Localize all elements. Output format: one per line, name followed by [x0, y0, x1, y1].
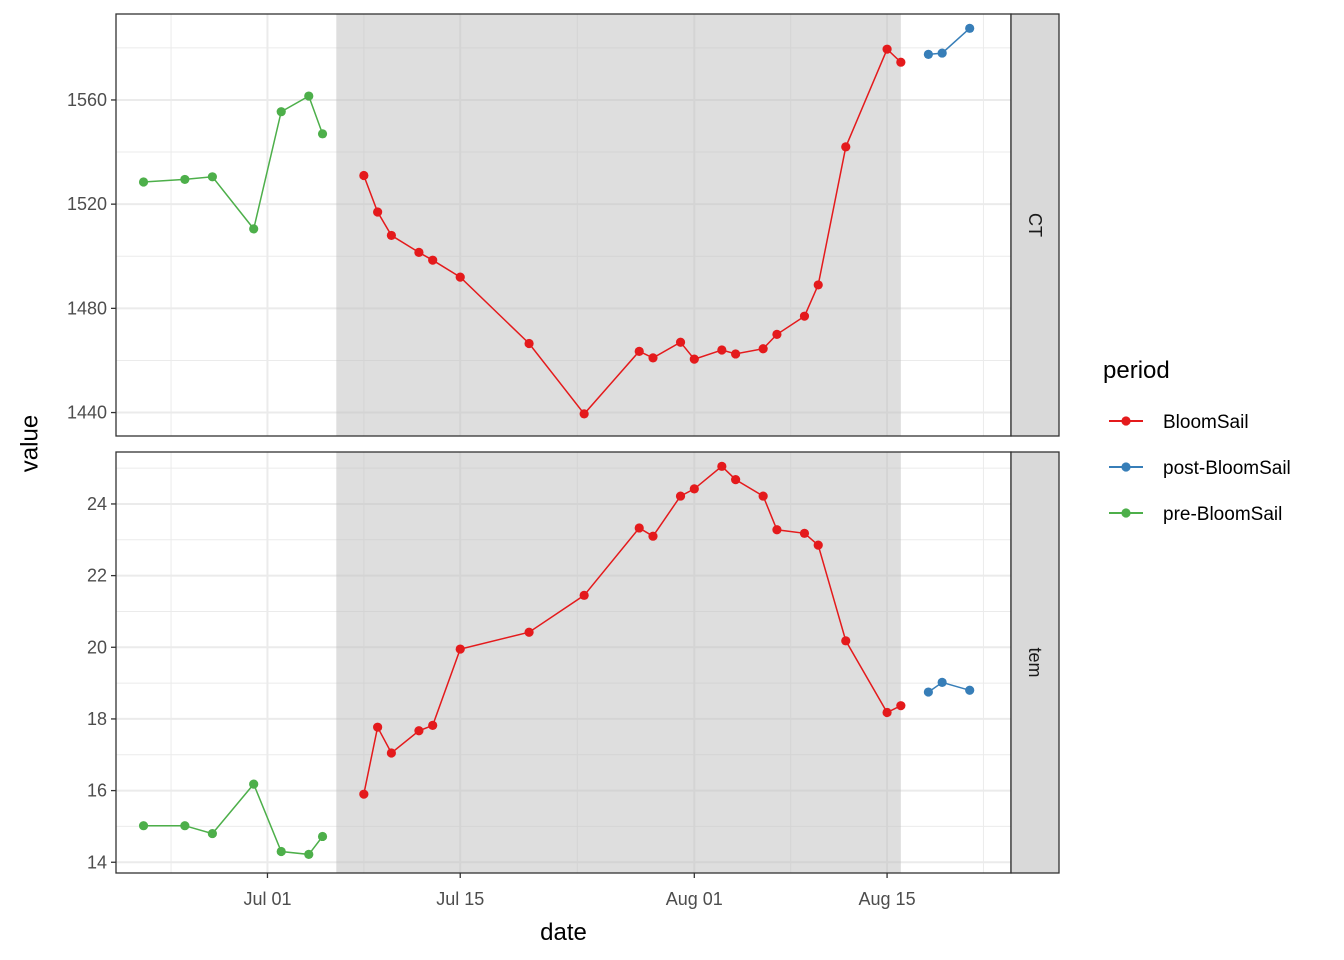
y-tick-label: 1440 [67, 403, 107, 423]
legend-title: period [1103, 357, 1170, 384]
x-axis-title: date [540, 919, 587, 946]
facet-panel-ct: 1440 1480 1520 1560 CT [67, 13, 1060, 437]
legend-key-point [1121, 416, 1131, 426]
data-point [304, 849, 314, 859]
data-point [675, 337, 686, 347]
data-point [882, 707, 892, 718]
data-point [359, 789, 369, 799]
x-tick-label: Aug 01 [666, 889, 723, 909]
data-point [634, 346, 644, 356]
facet-panel-tem: 14 16 18 20 22 24 tem [87, 451, 1060, 874]
data-point [579, 409, 589, 419]
data-point [937, 677, 947, 687]
data-point [386, 748, 396, 758]
data-point [138, 821, 149, 831]
data-point [841, 636, 851, 646]
data-point [428, 720, 438, 730]
y-tick-label: 1520 [67, 194, 107, 214]
data-point [317, 129, 328, 139]
data-point [923, 687, 933, 697]
data-point [923, 49, 933, 59]
data-point [965, 23, 975, 33]
data-point [634, 523, 644, 533]
data-point [841, 142, 851, 152]
data-point [813, 540, 823, 550]
legend-label: post-BloomSail [1163, 458, 1291, 479]
data-point [373, 207, 383, 217]
y-tick-label: 24 [87, 494, 107, 514]
y-tick-label: 20 [87, 637, 107, 657]
data-point [138, 177, 149, 187]
data-point [373, 722, 383, 732]
legend-key-point [1121, 462, 1131, 472]
data-point [772, 329, 782, 340]
y-tick-label: 1560 [67, 90, 107, 110]
data-point [414, 247, 424, 257]
data-point [414, 726, 424, 736]
data-point [317, 831, 328, 842]
facet-strip-label: tem [1025, 647, 1045, 677]
data-point [758, 491, 768, 501]
data-point [799, 528, 810, 538]
shaded-period-rect [336, 452, 901, 873]
data-point [689, 484, 699, 494]
legend-label: BloomSail [1163, 412, 1249, 433]
data-point [276, 107, 286, 117]
shaded-period-rect [336, 14, 901, 436]
data-point [359, 170, 369, 181]
data-point [180, 174, 190, 185]
facet-strip [1010, 451, 1060, 874]
legend-label: pre-BloomSail [1163, 504, 1282, 525]
data-point [689, 354, 699, 364]
data-point [882, 44, 892, 54]
facet-strip-label: CT [1025, 213, 1045, 237]
facet-strip [1010, 13, 1060, 437]
data-point [428, 255, 438, 265]
data-point [731, 474, 741, 485]
data-point [813, 280, 823, 290]
data-point [648, 353, 658, 363]
data-point [249, 224, 259, 234]
data-point [304, 91, 314, 101]
y-axis-title: value [17, 415, 44, 472]
y-tick-label: 1480 [67, 298, 107, 318]
data-point [276, 846, 286, 857]
data-point [524, 627, 534, 637]
data-point [937, 48, 947, 58]
data-point [180, 821, 190, 831]
data-point [207, 828, 217, 839]
data-point [717, 345, 727, 355]
data-point [455, 644, 465, 654]
data-point [758, 344, 768, 354]
x-tick-label: Jul 01 [243, 889, 291, 909]
legend-item: pre-BloomSail [1109, 504, 1282, 525]
data-point [717, 461, 727, 471]
y-tick-label: 16 [87, 781, 107, 801]
data-point [799, 311, 810, 321]
y-tick-label: 14 [87, 852, 107, 872]
data-point [386, 230, 396, 241]
data-point [675, 491, 686, 501]
data-point [524, 338, 534, 349]
data-point [896, 57, 906, 67]
legend: period BloomSail post-BloomSail pre-BloomSa… [1103, 357, 1291, 525]
data-point [772, 525, 782, 535]
data-point [455, 272, 465, 282]
legend-key-point [1121, 508, 1131, 518]
legend-item: post-BloomSail [1109, 458, 1291, 479]
legend-item: BloomSail [1109, 412, 1249, 433]
data-point [207, 172, 217, 182]
data-point [249, 779, 259, 789]
x-tick-label: Aug 15 [859, 889, 916, 909]
data-point [965, 685, 975, 695]
data-point [648, 531, 658, 541]
data-point [579, 590, 589, 600]
data-point [896, 701, 906, 711]
x-tick-label: Jul 15 [436, 889, 484, 909]
data-point [731, 349, 741, 359]
y-tick-label: 18 [87, 709, 107, 729]
y-tick-label: 22 [87, 566, 107, 586]
